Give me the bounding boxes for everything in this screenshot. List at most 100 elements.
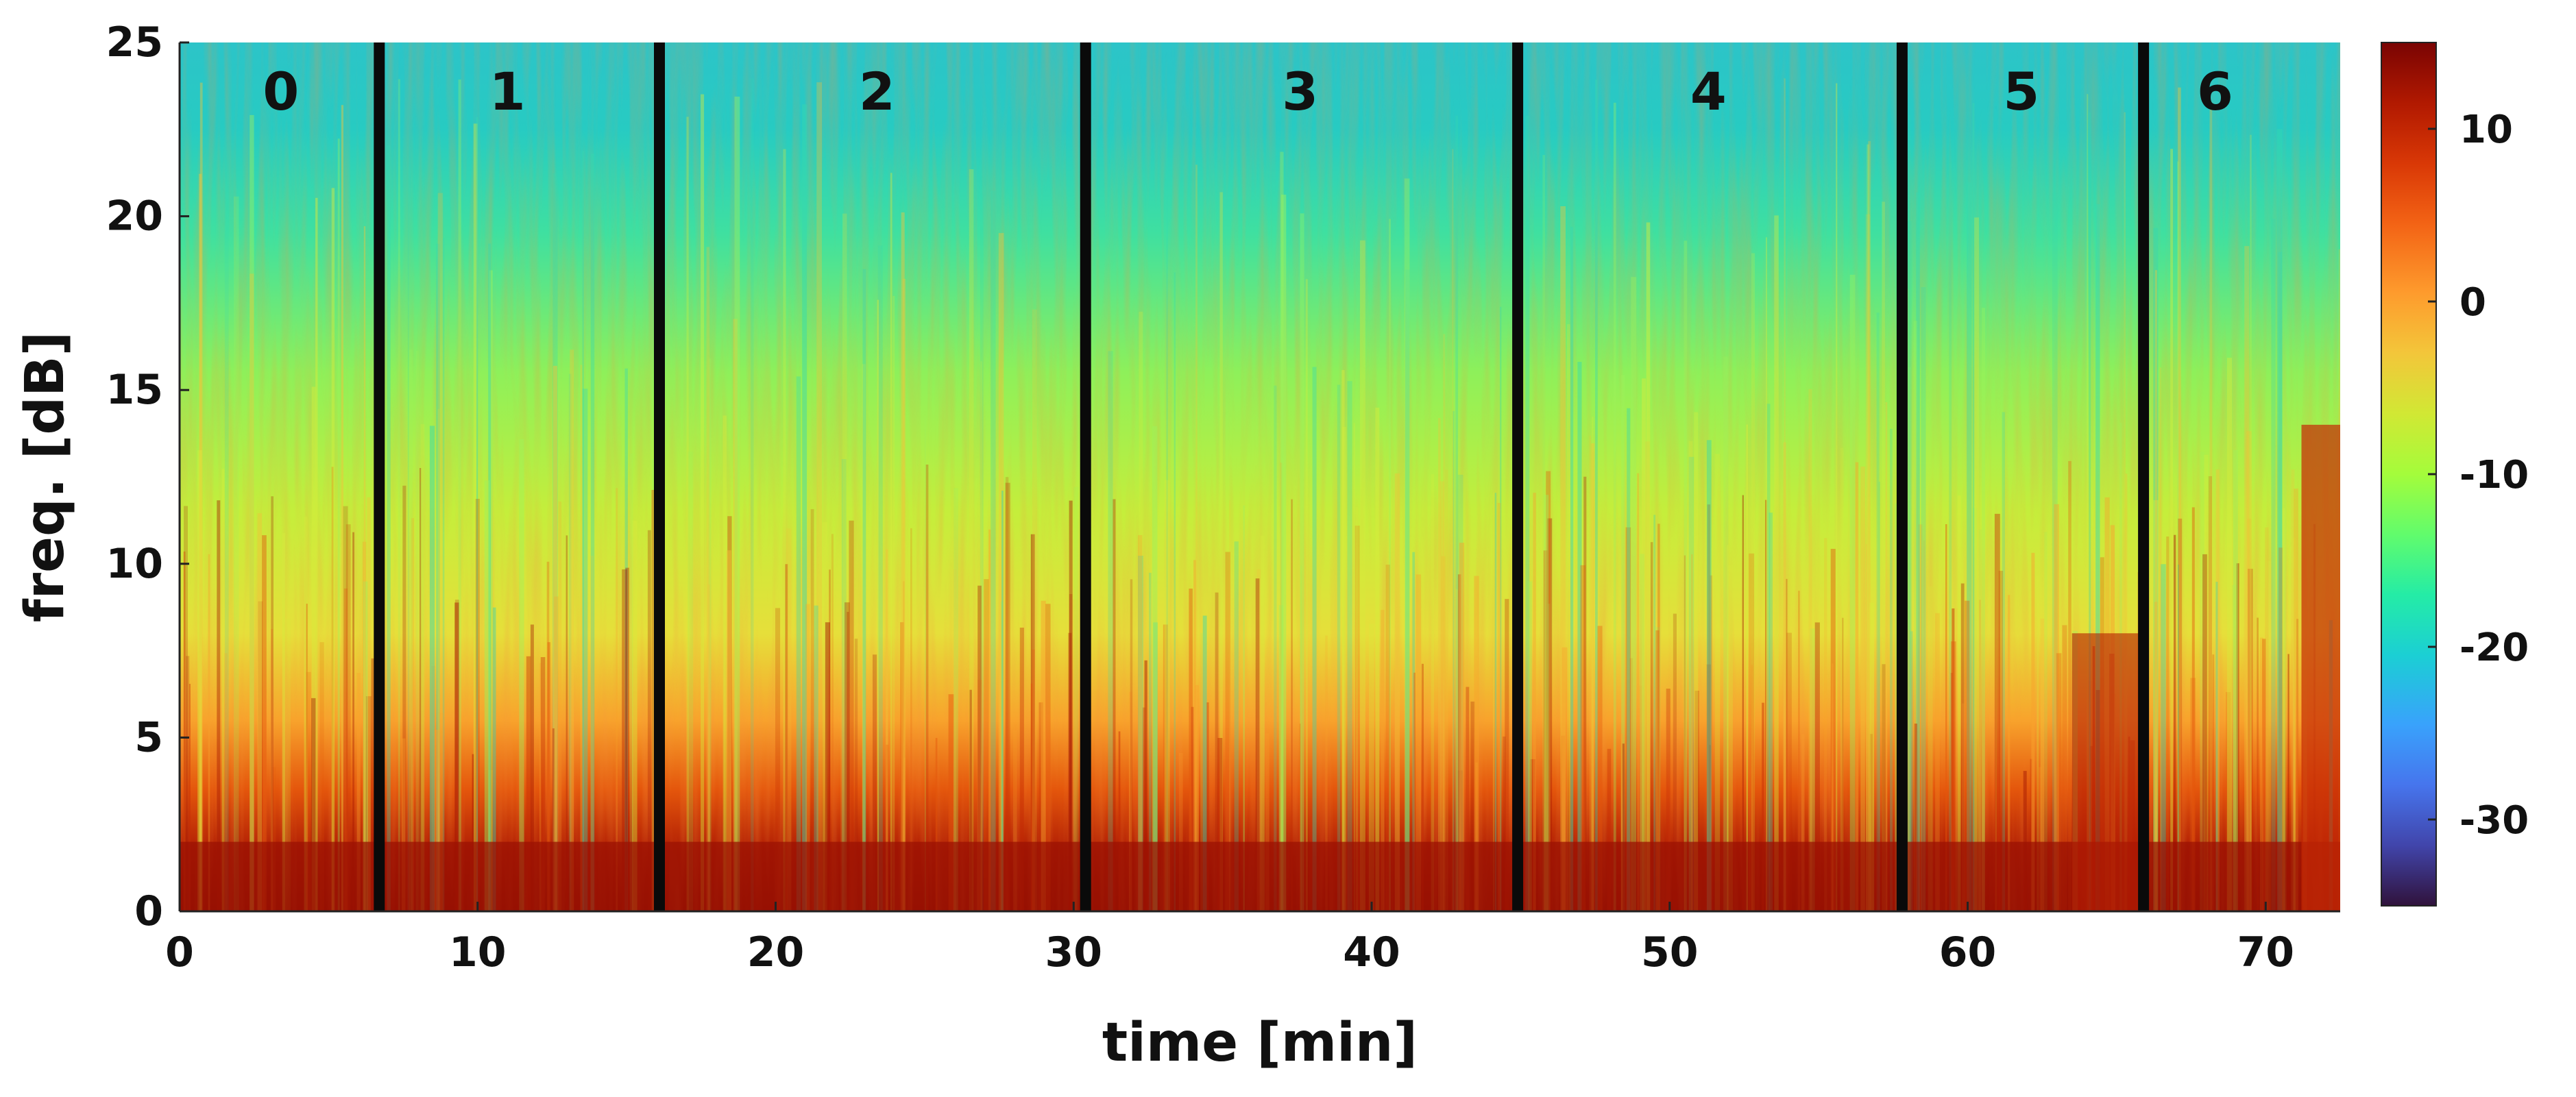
spectral-streak bbox=[727, 516, 732, 911]
segment-label: 4 bbox=[1690, 61, 1727, 122]
spectral-streak bbox=[1547, 518, 1553, 911]
spectral-streak bbox=[553, 365, 557, 911]
spectral-streak bbox=[1013, 730, 1017, 911]
spectral-streak bbox=[2294, 489, 2298, 911]
spectral-streak bbox=[568, 373, 572, 911]
spectral-streak bbox=[2296, 619, 2299, 911]
spectral-streak bbox=[1945, 524, 1947, 911]
spectral-streak bbox=[1639, 685, 1642, 911]
spectral-streak bbox=[786, 528, 792, 911]
spectral-streak bbox=[2160, 564, 2166, 911]
spectral-streak bbox=[1492, 492, 1494, 911]
spectral-streak bbox=[1607, 748, 1612, 911]
spectral-streak bbox=[625, 567, 629, 911]
spectral-streak bbox=[1217, 738, 1223, 911]
spectral-streak bbox=[877, 245, 883, 911]
low-frequency-band bbox=[180, 841, 2340, 911]
segment-boundaries bbox=[374, 42, 2150, 911]
spectral-streak bbox=[1229, 500, 1231, 911]
spectral-streak bbox=[2200, 452, 2204, 911]
spectral-streak bbox=[1570, 227, 1574, 911]
spectrogram-plot-area bbox=[180, 42, 2340, 911]
hot-region-end bbox=[2301, 424, 2340, 911]
spectral-streak bbox=[1625, 527, 1631, 911]
spectral-streak bbox=[1766, 237, 1767, 911]
spectral-streak bbox=[1655, 627, 1661, 911]
spectral-streak bbox=[1413, 672, 1415, 911]
spectral-streak bbox=[1560, 206, 1566, 911]
spectral-streak bbox=[1973, 217, 1980, 911]
spectral-streak bbox=[2291, 469, 2295, 911]
spectral-streak bbox=[1629, 658, 1633, 911]
spectral-streak bbox=[1528, 581, 1532, 911]
spectral-streak bbox=[2265, 527, 2269, 911]
spectral-streak bbox=[1955, 608, 1958, 911]
spectral-streak bbox=[1108, 351, 1113, 911]
spectral-streak bbox=[1914, 724, 1917, 911]
spectral-streak bbox=[306, 671, 311, 911]
spectral-streak bbox=[1178, 752, 1183, 911]
x-tick-label: 0 bbox=[165, 928, 194, 976]
spectral-streak bbox=[257, 513, 262, 911]
spectral-streak bbox=[590, 153, 595, 911]
spectral-streak bbox=[953, 488, 958, 911]
spectral-streak bbox=[2279, 547, 2283, 911]
spectral-streak bbox=[1801, 734, 1805, 911]
spectral-streak bbox=[1163, 624, 1168, 911]
spectral-streak bbox=[1562, 647, 1568, 911]
spectral-streak bbox=[1505, 599, 1509, 911]
spectral-streak bbox=[1855, 462, 1859, 911]
spectral-streak bbox=[1706, 664, 1712, 911]
colorbar: 10 0 -10 -20 -30 bbox=[2381, 42, 2529, 907]
spectral-streak bbox=[1751, 665, 1753, 911]
spectral-streak bbox=[1836, 83, 1838, 911]
spectral-streak bbox=[1438, 418, 1441, 911]
spectral-streak bbox=[1525, 115, 1530, 911]
spectral-streak bbox=[977, 680, 982, 911]
spectral-streak bbox=[1291, 499, 1293, 911]
segment-boundary-line bbox=[374, 42, 385, 911]
spectral-streak bbox=[845, 602, 850, 911]
spectral-streak bbox=[1215, 592, 1219, 911]
spectral-streak bbox=[1921, 287, 1926, 911]
spectral-streak bbox=[2226, 358, 2232, 911]
spectral-streak bbox=[1727, 545, 1729, 911]
spectral-streak bbox=[1653, 515, 1656, 911]
spectral-streak bbox=[1589, 435, 1591, 911]
spectral-streak bbox=[1255, 578, 1260, 911]
spectral-streak bbox=[2190, 678, 2196, 911]
spectral-streak bbox=[1710, 575, 1712, 911]
spectral-streak bbox=[1890, 428, 1893, 911]
spectral-streak bbox=[458, 79, 461, 911]
spectral-streak bbox=[454, 602, 459, 911]
spectral-streak bbox=[1906, 630, 1910, 911]
spectral-streak bbox=[1666, 689, 1670, 911]
spectral-streak bbox=[570, 349, 574, 911]
spectral-streak bbox=[343, 506, 348, 911]
spectral-streak bbox=[1723, 356, 1729, 911]
spectral-streak bbox=[1530, 759, 1535, 911]
spectral-streak bbox=[1001, 491, 1004, 911]
spectral-streak bbox=[1069, 500, 1073, 911]
spectral-streak bbox=[2262, 639, 2266, 911]
spectral-streak bbox=[1952, 608, 1955, 911]
spectral-streak bbox=[1353, 423, 1355, 911]
spectral-streak bbox=[2248, 569, 2253, 911]
spectral-streak bbox=[1118, 731, 1121, 911]
x-tick-label: 20 bbox=[747, 928, 805, 976]
spectral-streak bbox=[2089, 112, 2091, 911]
spectral-streak bbox=[362, 541, 367, 911]
spectral-streak bbox=[2287, 654, 2289, 911]
spectral-streak bbox=[1627, 408, 1631, 911]
spectral-streak bbox=[1265, 733, 1269, 911]
spectral-streak bbox=[1113, 499, 1116, 911]
spectral-streak bbox=[582, 151, 584, 911]
spectral-streak bbox=[1957, 495, 1961, 911]
spectral-streak bbox=[1707, 504, 1711, 911]
spectral-streak bbox=[1138, 556, 1143, 911]
spectral-streak bbox=[1798, 591, 1800, 911]
spectral-streak bbox=[1637, 473, 1640, 911]
spectral-streak bbox=[726, 550, 731, 911]
colorbar-gradient bbox=[2381, 42, 2437, 907]
spectral-streak bbox=[2278, 251, 2283, 911]
